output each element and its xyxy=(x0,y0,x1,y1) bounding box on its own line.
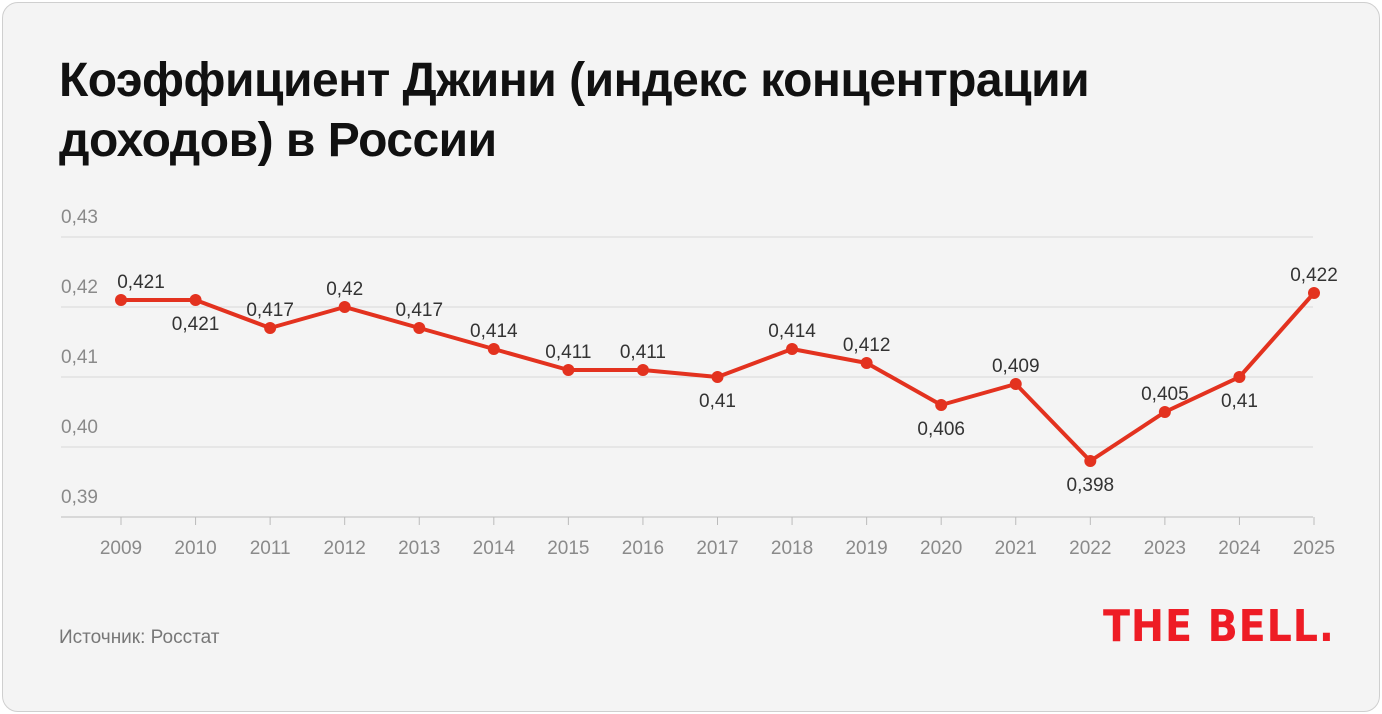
point xyxy=(338,301,351,313)
point xyxy=(935,399,948,411)
data-label: 0,422 xyxy=(1290,265,1338,286)
x-tick-label: 2025 xyxy=(1293,538,1335,559)
x-tick-label: 2012 xyxy=(324,538,366,559)
x-tick-label: 2023 xyxy=(1144,538,1186,559)
x-tick-label: 2014 xyxy=(473,538,516,559)
data-label: 0,406 xyxy=(917,419,965,440)
y-tick-label: 0,40 xyxy=(61,417,98,438)
point xyxy=(1158,406,1171,418)
x-tick-label: 2022 xyxy=(1069,538,1111,559)
data-label: 0,411 xyxy=(620,342,666,363)
x-tick-label: 2016 xyxy=(622,538,664,559)
point xyxy=(264,322,277,334)
data-label: 0,41 xyxy=(699,391,736,412)
point xyxy=(487,343,500,355)
y-tick-label: 0,42 xyxy=(61,277,98,298)
point xyxy=(786,343,799,355)
data-label: 0,412 xyxy=(843,335,891,356)
data-label: 0,417 xyxy=(246,300,294,321)
x-tick-label: 2024 xyxy=(1218,538,1261,559)
point xyxy=(860,357,873,369)
x-tick-label: 2021 xyxy=(995,538,1037,559)
data-label: 0,411 xyxy=(545,342,591,363)
x-tick-label: 2018 xyxy=(771,538,813,559)
chart-title: Коэффициент Джини (индекс концентрации д… xyxy=(59,54,1090,167)
logo: THE BELL. xyxy=(1103,601,1335,652)
data-label: 0,41 xyxy=(1221,391,1258,412)
y-tick-label: 0,39 xyxy=(61,487,98,508)
x-tick-label: 2017 xyxy=(696,538,738,559)
x-tick-label: 2015 xyxy=(547,538,589,559)
data-label: 0,409 xyxy=(992,356,1040,377)
x-tick-label: 2011 xyxy=(250,538,291,559)
data-label: 0,421 xyxy=(117,272,165,293)
x-tick-label: 2009 xyxy=(100,538,142,559)
point xyxy=(562,364,575,376)
data-label: 0,421 xyxy=(172,314,220,335)
point xyxy=(636,364,649,376)
y-tick-label: 0,41 xyxy=(61,347,98,368)
data-label: 0,414 xyxy=(470,321,518,342)
x-tick-label: 2010 xyxy=(174,538,216,559)
point xyxy=(189,294,202,306)
point xyxy=(115,294,127,306)
chart: 0,39 0,40 0,41 0,42 0,43 2009 2010 2011 2012 2013… xyxy=(61,207,1338,559)
point xyxy=(413,322,426,334)
x-tick-label: 2019 xyxy=(845,538,887,559)
point xyxy=(1084,455,1097,467)
x-tick-label: 2020 xyxy=(920,538,962,559)
point xyxy=(711,371,724,383)
data-label: 0,414 xyxy=(768,321,816,342)
data-label: 0,42 xyxy=(326,279,363,300)
point xyxy=(1308,287,1320,299)
data-label: 0,405 xyxy=(1141,384,1189,405)
y-tick-label: 0,43 xyxy=(61,207,98,228)
data-label: 0,417 xyxy=(395,300,443,321)
point xyxy=(1233,371,1246,383)
data-label: 0,398 xyxy=(1067,475,1115,496)
x-tick-label: 2013 xyxy=(398,538,440,559)
source: Источник: Росстат xyxy=(59,627,220,648)
point xyxy=(1009,378,1022,390)
